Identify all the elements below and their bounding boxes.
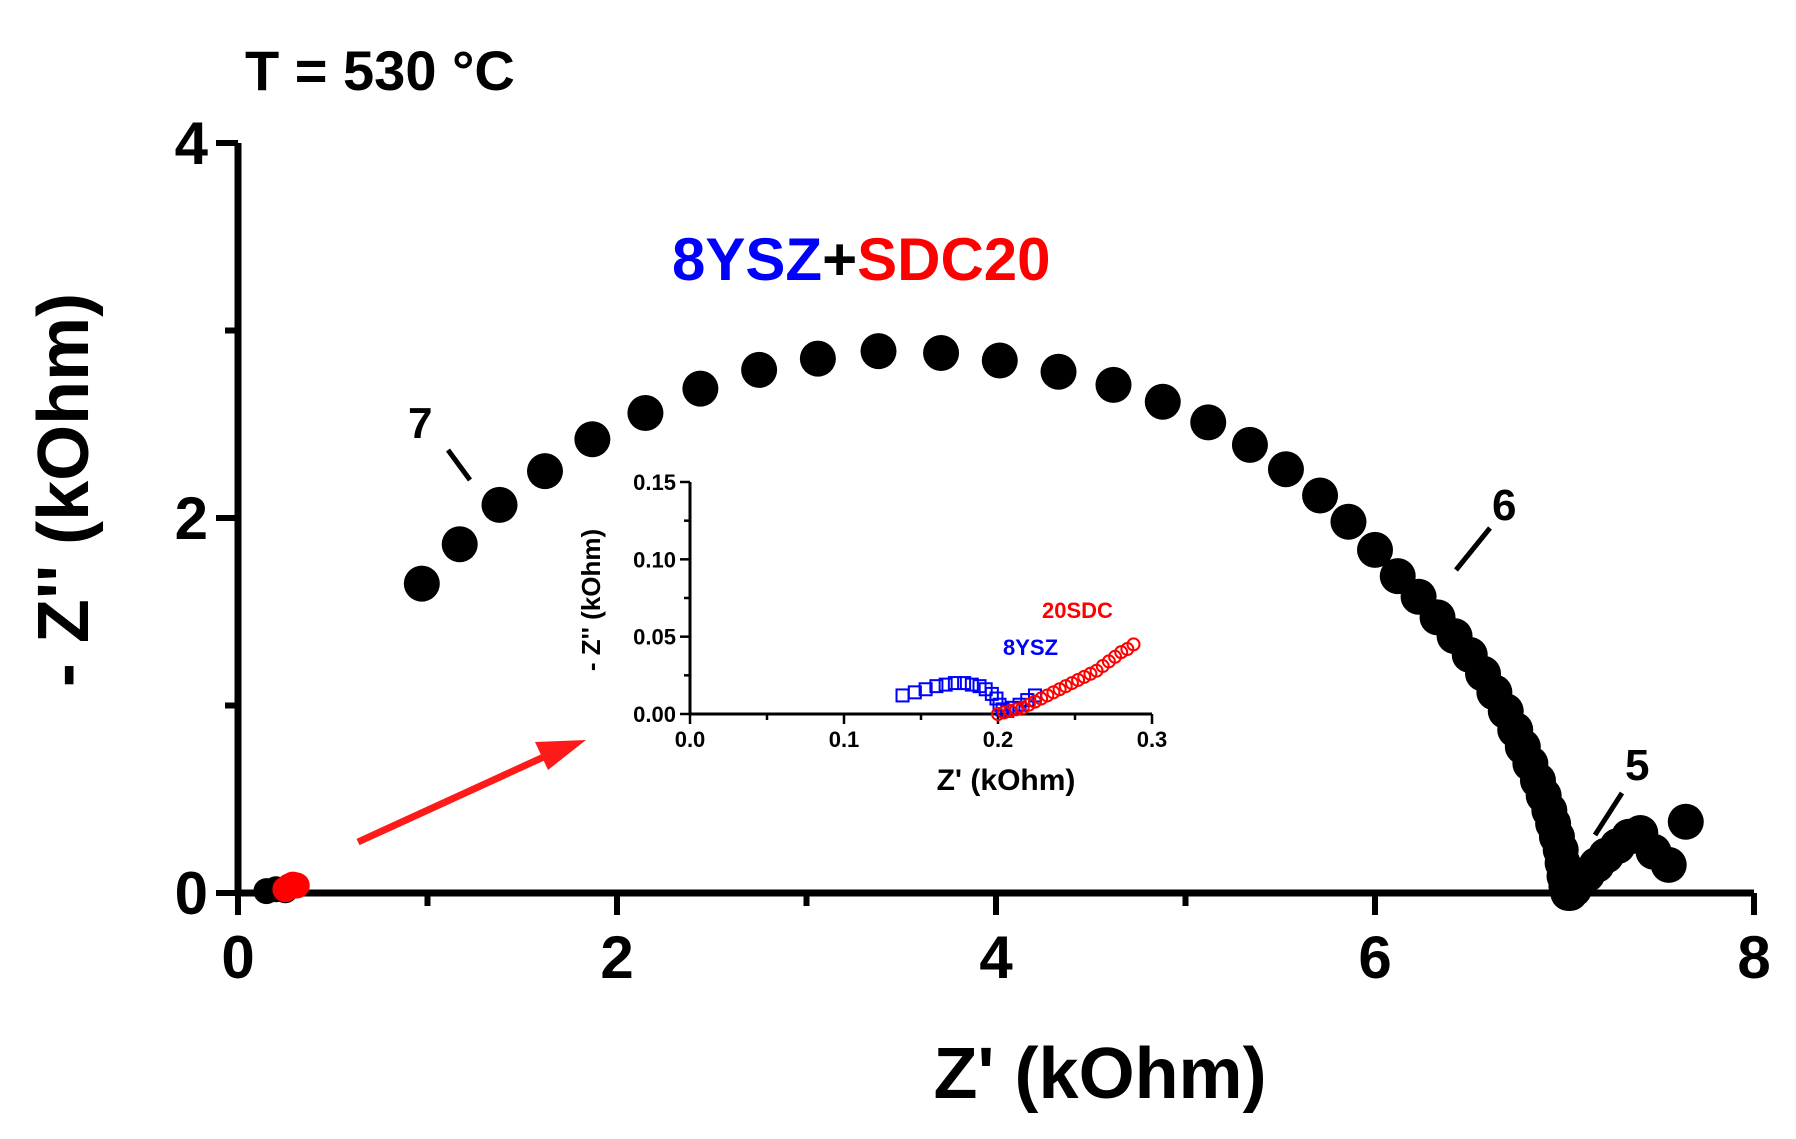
- inset-point-8ysz: [938, 677, 953, 692]
- inset-data-points: [895, 637, 1141, 721]
- inset-arrow-head: [535, 740, 586, 770]
- data-point: [799, 340, 836, 377]
- data-point: [1095, 366, 1132, 403]
- data-point: [741, 351, 778, 388]
- data-point: [1231, 426, 1268, 463]
- annotation-6-leader: [1454, 526, 1492, 572]
- annotation-5-leader: [1592, 791, 1625, 837]
- x-tick-label: 8: [1737, 924, 1770, 991]
- data-point-sdc-origin: [283, 872, 310, 899]
- inset-point-8ysz: [907, 685, 922, 700]
- legend-part-sdc20: SDC20: [857, 226, 1050, 293]
- data-point: [441, 526, 478, 563]
- legend-separator: +: [822, 226, 857, 293]
- inset-point-8ysz: [964, 677, 979, 692]
- data-point: [923, 335, 960, 371]
- data-point: [1330, 503, 1367, 540]
- inset-point-8ysz: [984, 686, 999, 701]
- data-point: [1667, 803, 1704, 840]
- data-point: [1040, 353, 1077, 390]
- inset-point-8ysz: [929, 679, 944, 694]
- data-point: [682, 370, 719, 407]
- y-tick-label: 2: [175, 485, 208, 552]
- inset-x-tick-label: 0.0: [675, 727, 706, 752]
- annotation-6: 6: [1492, 481, 1516, 530]
- x-tick-label: 2: [600, 924, 633, 991]
- inset-point-8ysz: [895, 688, 910, 703]
- data-point: [981, 342, 1018, 379]
- x-tick-label: 0: [221, 924, 254, 991]
- inset-point-20sdc: [1009, 702, 1024, 717]
- inset-y-tick-label: 0.15: [633, 470, 676, 495]
- legend-part-8ysz: 8YSZ: [672, 226, 822, 293]
- inset-point-20sdc: [1126, 637, 1141, 652]
- inset-y-tick-label: 0.10: [633, 547, 676, 572]
- data-point: [1650, 846, 1687, 883]
- main-axes: 0 2 4 6 8 0 2 4: [175, 110, 1771, 991]
- y-axis-label: - Z'' (kOhm): [24, 293, 104, 687]
- data-point: [526, 453, 563, 490]
- inset-point-8ysz: [947, 676, 962, 691]
- data-point: [1267, 451, 1304, 488]
- inset-y-tick-label: 0.00: [633, 702, 676, 727]
- x-tick-label: 6: [1358, 924, 1391, 991]
- inset-arrow-shaft: [356, 751, 550, 846]
- y-tick-label: 0: [175, 860, 208, 927]
- inset-point-20sdc: [1003, 703, 1018, 718]
- data-point: [1302, 477, 1339, 514]
- data-point: [574, 421, 611, 458]
- inset-x-tick-label: 0.2: [983, 727, 1014, 752]
- y-tick-label: 4: [175, 110, 209, 177]
- data-point: [860, 333, 897, 370]
- inset-y-tick-label: 0.05: [633, 625, 676, 650]
- annotation-7: 7: [408, 399, 432, 448]
- data-point: [403, 565, 440, 602]
- data-point: [1190, 404, 1227, 441]
- inset-label-20sdc: 20SDC: [1042, 598, 1113, 623]
- data-point: [481, 486, 518, 523]
- inset-x-axis-label: Z' (kOhm): [937, 764, 1076, 797]
- x-axis-label: Z' (kOhm): [933, 1034, 1266, 1114]
- chart-title: T = 530 °C: [245, 39, 515, 102]
- inset-point-20sdc: [997, 705, 1012, 720]
- data-point: [1357, 531, 1393, 568]
- inset-point-8ysz: [957, 676, 972, 691]
- inset-y-axis-label: - Z'' (kOhm): [576, 529, 606, 671]
- inset-axes: 0.0 0.1 0.2 0.3 0.00 0.05 0.10 0.15: [633, 470, 1167, 752]
- inset-point-20sdc: [991, 707, 1005, 721]
- data-point: [627, 395, 664, 431]
- inset-label-8ysz: 8YSZ: [1003, 635, 1058, 660]
- inset-point-8ysz: [918, 682, 933, 697]
- legend-title: 8YSZ+SDC20: [672, 226, 1051, 293]
- annotation-5: 5: [1625, 741, 1649, 790]
- inset-x-tick-label: 0.3: [1137, 727, 1168, 752]
- main-data-points: [253, 333, 1704, 911]
- annotation-7-leader: [445, 448, 473, 482]
- data-point: [1144, 383, 1181, 420]
- inset-x-tick-label: 0.1: [829, 727, 860, 752]
- x-tick-label: 4: [979, 924, 1013, 991]
